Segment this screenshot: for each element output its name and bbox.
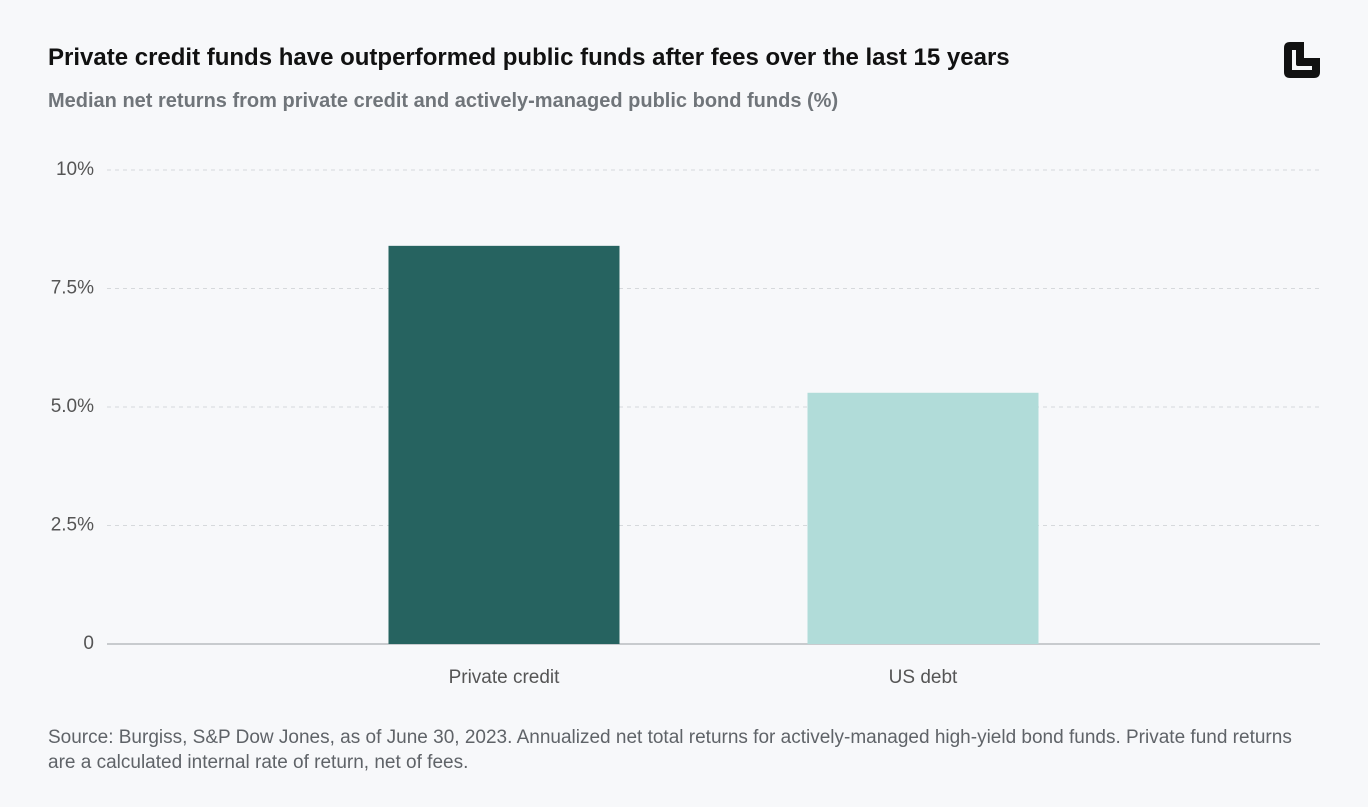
y-tick-label: 0 [83,633,94,654]
source-note: Source: Burgiss, S&P Dow Jones, as of Ju… [48,727,1292,773]
x-tick-label: Private credit [449,667,561,688]
y-tick-label: 2.5% [51,515,94,536]
bar [388,245,620,644]
chart-title: Private credit funds have outperformed p… [48,44,1010,71]
y-tick-label: 10% [56,159,94,180]
x-tick-label: US debt [889,667,958,688]
y-tick-label: 7.5% [51,278,94,299]
y-tick-label: 5.0% [51,396,94,417]
chart: 0 2.5% 5.0% 7.5% 10% Private credit US debt [51,159,1320,688]
bar [807,392,1039,644]
chart-subtitle: Median net returns from private credit a… [48,90,839,112]
logo [1284,42,1320,78]
